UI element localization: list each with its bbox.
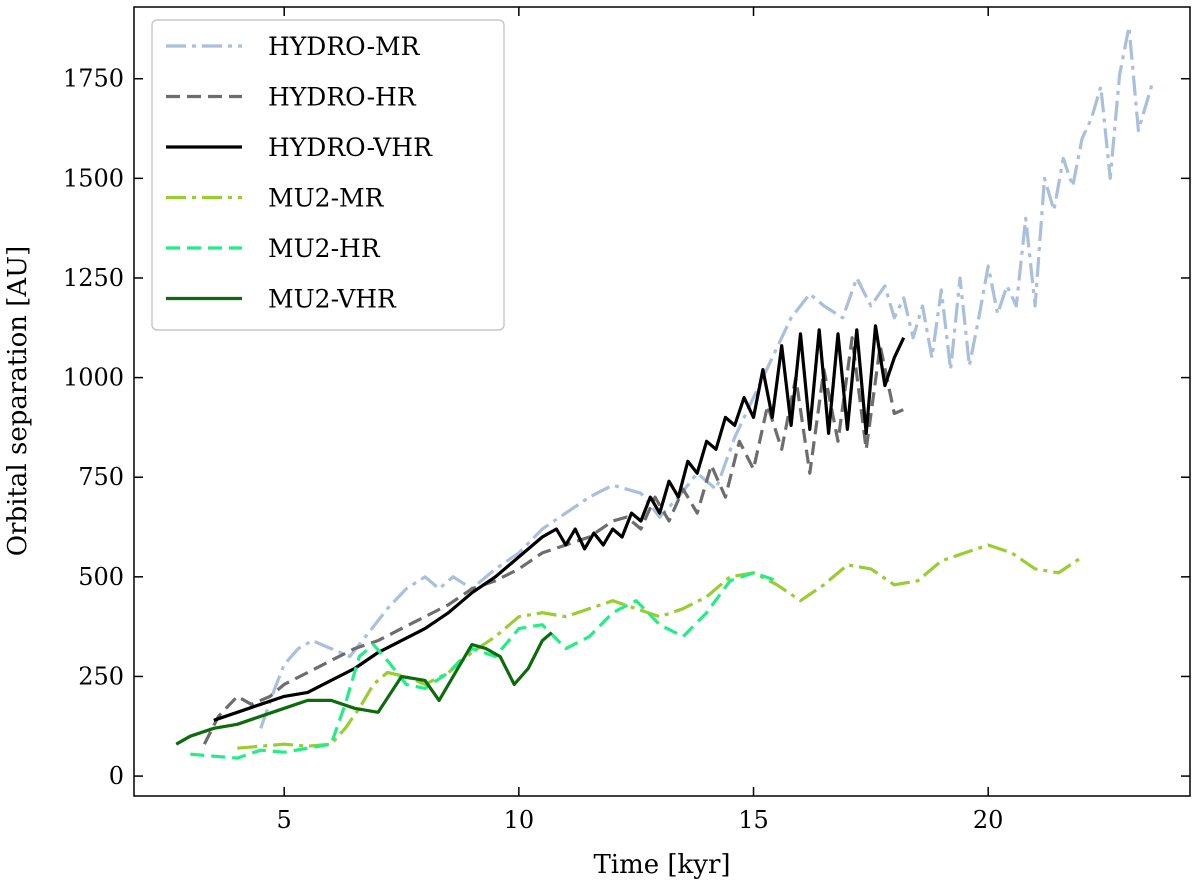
series-line-mu2-vhr [175,631,553,746]
x-tick-label: 15 [738,806,769,834]
legend-label-mu2-mr: MU2-MR [268,184,385,213]
y-tick-label: 750 [78,463,124,491]
legend-label-mu2-hr: MU2-HR [268,234,381,263]
y-axis-label: Orbital separation [AU] [3,246,33,556]
series-line-hydro-vhr [213,324,906,722]
legend-box [151,19,505,331]
series-line-hydro-mr [259,25,1155,729]
y-tick-label: 0 [109,762,124,790]
legend-label-mu2-vhr: MU2-VHR [268,285,397,314]
legend-label-hydro-vhr: HYDRO-VHR [268,133,433,162]
series-line-mu2-hr [190,571,778,760]
legend-label-hydro-mr: HYDRO-MR [268,32,421,61]
legend: HYDRO-MR HYDRO-HR HYDRO-VHR MU2-MR MU2-HR MU2… [151,19,505,331]
y-tick-label: 250 [78,662,124,690]
series-layer [175,25,1155,760]
x-tick-label: 20 [973,806,1004,834]
y-tick-label: 500 [78,563,124,591]
series-line-mu2-mr [237,543,1083,750]
x-axis-label: Time [kyr] [593,850,730,880]
x-tick-label: 5 [277,806,292,834]
y-tick-label: 1500 [63,164,124,192]
y-tick-label: 1000 [63,364,124,392]
y-tick-label: 1750 [63,65,124,93]
plot-frame [133,6,1191,797]
y-tick-label: 1250 [63,264,124,292]
ticks-layer: 5 10 15 20 0 250 500 750 1000 1250 1500 1750 [63,7,1190,834]
series-line-hydro-hr [202,336,905,745]
x-tick-label: 10 [504,806,535,834]
legend-label-hydro-hr: HYDRO-HR [268,83,417,112]
